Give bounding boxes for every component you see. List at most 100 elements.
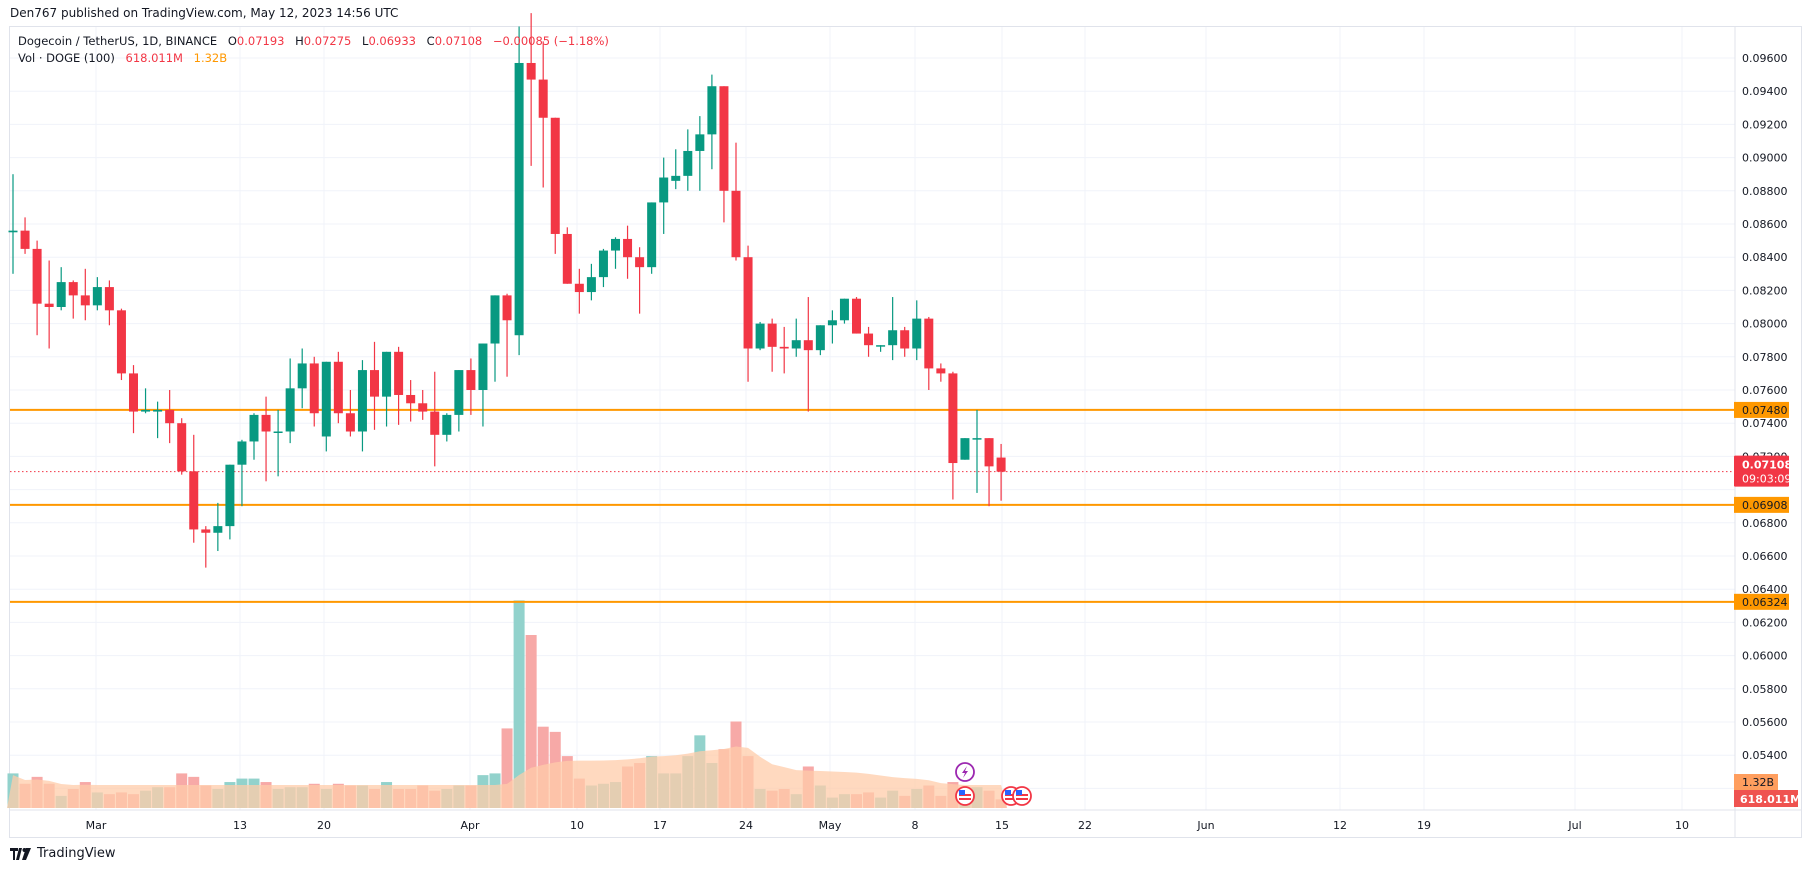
candle-body[interactable]	[104, 287, 114, 311]
candle-body[interactable]	[707, 86, 717, 135]
candle-body[interactable]	[502, 295, 512, 321]
symbol-title[interactable]: Dogecoin / TetherUS, 1D, BINANCE	[18, 34, 218, 48]
candle-body[interactable]	[309, 363, 319, 414]
candle-body[interactable]	[803, 340, 813, 351]
candle-body[interactable]	[478, 343, 488, 390]
candle-body[interactable]	[755, 323, 765, 349]
flag-stripe	[1005, 798, 1017, 800]
candle-body[interactable]	[514, 62, 524, 336]
footer-brand-text: TradingView	[37, 846, 116, 861]
candle-body[interactable]	[526, 62, 536, 80]
candle-body[interactable]	[20, 230, 30, 249]
flag-stripe	[1016, 798, 1028, 800]
candle-body[interactable]	[357, 370, 367, 432]
candle-body[interactable]	[382, 351, 392, 397]
candle-body[interactable]	[538, 79, 548, 118]
candle-body[interactable]	[177, 423, 187, 472]
candle-body[interactable]	[598, 250, 608, 278]
candle-body[interactable]	[960, 438, 970, 460]
candle-body[interactable]	[297, 363, 307, 389]
candle-body[interactable]	[635, 257, 645, 268]
candle-body[interactable]	[406, 394, 416, 404]
candle-body[interactable]	[225, 464, 235, 527]
candle-body[interactable]	[611, 238, 620, 251]
candle-body[interactable]	[972, 438, 982, 440]
volume-ma-value: 1.32B	[193, 51, 228, 65]
candle-body[interactable]	[273, 431, 283, 434]
candle-body[interactable]	[490, 295, 500, 344]
candle-body[interactable]	[92, 287, 102, 306]
candle-body[interactable]	[68, 282, 78, 296]
footer-brand[interactable]: TradingView	[10, 846, 116, 861]
low-label: L	[362, 34, 369, 48]
price-axis-label: 0.07800	[1742, 351, 1788, 364]
candle-body[interactable]	[984, 438, 994, 467]
time-axis-label: Apr	[460, 819, 480, 832]
candle-body[interactable]	[442, 414, 452, 435]
volume-row: Vol · DOGE (100) 618.011M 1.32B	[18, 50, 609, 67]
candle-body[interactable]	[153, 409, 163, 412]
candle-body[interactable]	[767, 323, 777, 347]
price-axis-label: 0.08600	[1742, 218, 1788, 231]
candle-body[interactable]	[936, 368, 946, 374]
candle-body[interactable]	[888, 330, 898, 346]
candle-body[interactable]	[116, 310, 126, 374]
candle-body[interactable]	[779, 346, 789, 349]
candle-body[interactable]	[996, 457, 1006, 472]
candle-body[interactable]	[237, 441, 247, 465]
candle-body[interactable]	[129, 373, 138, 412]
candle-body[interactable]	[623, 238, 633, 258]
candle-body[interactable]	[8, 230, 18, 233]
candle-body[interactable]	[791, 340, 801, 349]
candle-body[interactable]	[586, 277, 596, 293]
candle-body[interactable]	[562, 233, 572, 284]
candle-body[interactable]	[574, 283, 584, 293]
candle-body[interactable]	[912, 318, 922, 349]
candle-body[interactable]	[345, 413, 355, 432]
candle-body[interactable]	[948, 373, 958, 464]
candle-body[interactable]	[261, 414, 271, 432]
candle-body[interactable]	[876, 345, 886, 347]
candle-body[interactable]	[743, 257, 753, 349]
candle-body[interactable]	[466, 370, 476, 390]
candle-body[interactable]	[141, 409, 151, 412]
close-label: C	[426, 34, 435, 48]
candle-body[interactable]	[864, 333, 874, 346]
candle-body[interactable]	[370, 370, 379, 397]
candle-body[interactable]	[430, 411, 440, 435]
candle-body[interactable]	[719, 86, 729, 191]
price-axis-label: 0.06000	[1742, 650, 1788, 663]
candle-body[interactable]	[900, 330, 910, 349]
candle-body[interactable]	[32, 248, 42, 304]
candle-body[interactable]	[249, 414, 259, 442]
candle-body[interactable]	[213, 526, 223, 533]
candle-body[interactable]	[647, 202, 657, 268]
candle-body[interactable]	[321, 361, 331, 437]
candle-body[interactable]	[827, 320, 837, 326]
candle-body[interactable]	[285, 388, 295, 432]
candle-body[interactable]	[165, 409, 175, 424]
candle-body[interactable]	[671, 175, 681, 181]
candle-body[interactable]	[659, 177, 669, 203]
candle-body[interactable]	[56, 282, 66, 307]
candle-body[interactable]	[924, 318, 934, 369]
candle-body[interactable]	[80, 295, 90, 306]
candle-body[interactable]	[852, 298, 861, 334]
candle-body[interactable]	[683, 150, 693, 176]
candle-body[interactable]	[454, 370, 464, 415]
candle-body[interactable]	[333, 361, 343, 414]
candle-body[interactable]	[418, 403, 428, 412]
time-axis-label: 17	[653, 819, 667, 832]
candle-body[interactable]	[550, 117, 560, 234]
candle-body[interactable]	[201, 529, 211, 533]
candle-body[interactable]	[839, 298, 849, 321]
candle-body[interactable]	[44, 303, 54, 307]
volume-indicator-title[interactable]: Vol · DOGE (100)	[18, 51, 115, 65]
candle-body[interactable]	[815, 325, 825, 351]
candle-body[interactable]	[394, 351, 404, 395]
candle-body[interactable]	[189, 471, 199, 530]
price-axis-label: 0.07600	[1742, 384, 1788, 397]
candle-body[interactable]	[731, 190, 741, 258]
candle-body[interactable]	[695, 134, 705, 151]
